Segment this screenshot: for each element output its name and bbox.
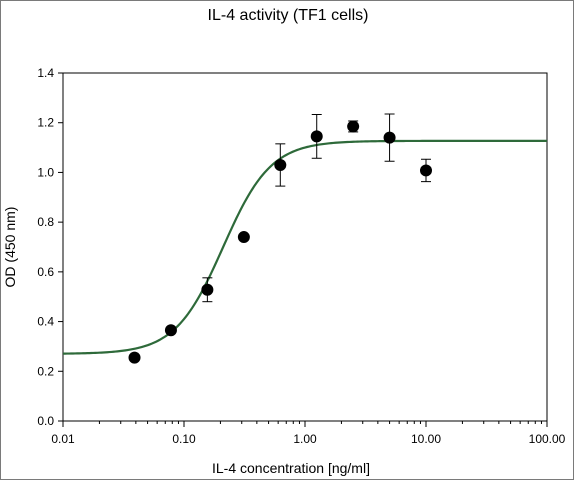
data-point xyxy=(383,131,396,144)
data-point xyxy=(237,231,250,244)
x-axis-label: IL-4 concentration [ng/ml] xyxy=(212,460,370,476)
y-tick-label: 0.6 xyxy=(37,265,54,279)
chart-title: IL-4 activity (TF1 cells) xyxy=(208,7,369,24)
y-tick-label: 1.2 xyxy=(37,116,54,130)
plot-area: 0.0 0.2 0.4 0.6 0.8 1.0 1.2 1.4 0.01 0.10 1.00 10.0… xyxy=(37,66,565,446)
data-point xyxy=(128,351,141,364)
data-point xyxy=(201,283,214,296)
data-point xyxy=(164,324,177,337)
plot-border xyxy=(62,72,548,422)
data-point xyxy=(347,120,360,133)
data-point xyxy=(310,130,323,143)
data-point xyxy=(274,158,287,171)
x-tick-label: 1.00 xyxy=(293,432,317,446)
x-tick-label: 0.01 xyxy=(51,432,75,446)
x-tick-label: 0.10 xyxy=(172,432,196,446)
y-axis-label: OD (450 nm) xyxy=(2,207,18,288)
y-tick-label: 1.0 xyxy=(37,165,54,179)
y-tick-label: 0.4 xyxy=(37,315,54,329)
x-tick-label: 10.00 xyxy=(411,432,441,446)
y-tick-label: 0.0 xyxy=(37,414,54,428)
fit-curve-line xyxy=(62,139,547,355)
y-tick-label: 0.2 xyxy=(37,364,54,378)
y-tick-label: 0.8 xyxy=(37,215,54,229)
data-point xyxy=(420,164,432,177)
x-tick-label: 100.00 xyxy=(529,432,566,446)
y-tick-label: 1.4 xyxy=(37,66,54,80)
